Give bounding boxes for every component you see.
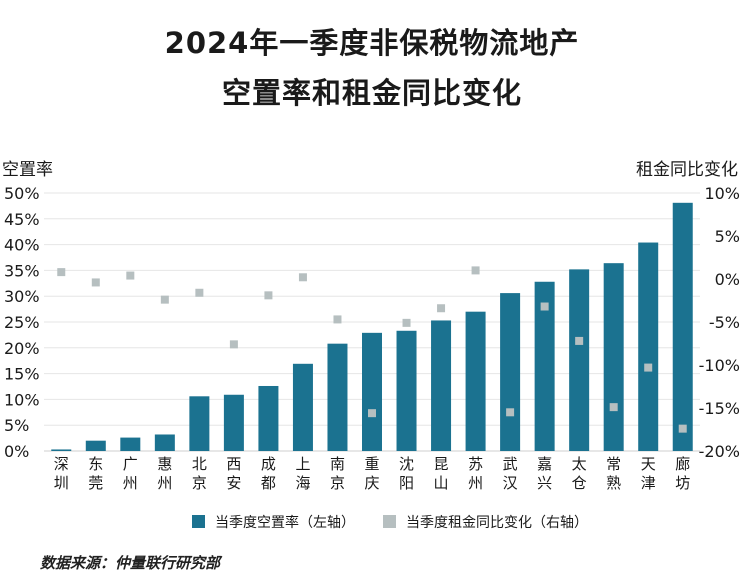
right-axis-title: 租金同比变化 bbox=[636, 160, 738, 180]
bar bbox=[500, 293, 521, 451]
category-label: 天津 bbox=[641, 455, 656, 492]
category-label: 东莞 bbox=[88, 455, 103, 492]
left-tick-label: 15% bbox=[4, 365, 40, 384]
left-tick-label: 5% bbox=[4, 416, 29, 435]
marker-point bbox=[368, 409, 376, 418]
category-label: 南京 bbox=[330, 455, 345, 492]
category-label: 太仓 bbox=[572, 455, 587, 492]
left-axis-title: 空置率 bbox=[2, 160, 53, 180]
bar bbox=[189, 396, 210, 451]
bar bbox=[154, 434, 175, 451]
marker-point bbox=[298, 273, 307, 282]
bar bbox=[569, 269, 590, 451]
right-tick-label: -5% bbox=[709, 313, 740, 332]
category-label: 重庆 bbox=[364, 455, 379, 492]
marker-point bbox=[126, 271, 135, 280]
bar bbox=[362, 332, 382, 451]
category-label: 常熟 bbox=[606, 455, 621, 492]
marker-point bbox=[402, 318, 411, 327]
bar bbox=[396, 330, 417, 451]
category-label: 嘉兴 bbox=[537, 455, 552, 492]
category-label: 昆山 bbox=[434, 455, 449, 492]
bar bbox=[431, 320, 452, 451]
bar bbox=[85, 440, 106, 451]
bar bbox=[258, 385, 279, 451]
marker-point bbox=[160, 295, 169, 304]
category-label: 惠州 bbox=[157, 455, 172, 492]
left-tick-label: 35% bbox=[4, 261, 40, 280]
marker-series bbox=[57, 266, 687, 433]
left-tick-label: 10% bbox=[4, 390, 40, 409]
category-label: 上海 bbox=[295, 455, 310, 492]
legend-bar-label: 当季度空置率（左轴） bbox=[215, 514, 355, 531]
marker-point bbox=[506, 408, 515, 417]
right-tick-label: -20% bbox=[699, 442, 740, 461]
marker-point bbox=[437, 304, 446, 313]
bar bbox=[223, 394, 244, 451]
chart-title-line1: 2024年一季度非保税物流地产 bbox=[164, 26, 580, 60]
category-label: 沈阳 bbox=[399, 455, 414, 492]
right-axis-ticks: -20% -15% -10% -5% 0% 5% 10% bbox=[699, 184, 740, 461]
marker-point bbox=[195, 288, 204, 297]
left-tick-label: 20% bbox=[4, 339, 40, 358]
category-label: 西安 bbox=[226, 455, 241, 492]
category-label: 深圳 bbox=[54, 455, 69, 492]
bar bbox=[638, 242, 659, 451]
legend-marker-swatch bbox=[383, 515, 396, 528]
bar bbox=[465, 311, 486, 451]
left-tick-label: 30% bbox=[4, 287, 40, 306]
marker-point bbox=[540, 302, 549, 311]
marker-point bbox=[333, 315, 342, 324]
bar bbox=[51, 449, 72, 451]
bar-series bbox=[51, 202, 693, 451]
category-label: 武汉 bbox=[503, 455, 518, 492]
category-label: 廊坊 bbox=[675, 455, 690, 492]
legend-bar-swatch bbox=[192, 515, 205, 528]
marker-point bbox=[471, 266, 480, 275]
marker-point bbox=[91, 278, 100, 287]
marker-point bbox=[678, 424, 687, 433]
right-tick-label: -15% bbox=[699, 399, 740, 418]
left-tick-label: 45% bbox=[4, 210, 40, 229]
left-tick-label: 40% bbox=[4, 236, 40, 255]
legend-marker-label: 当季度租金同比变化（右轴） bbox=[406, 515, 588, 531]
category-label: 北京 bbox=[192, 455, 207, 492]
marker-point bbox=[229, 340, 238, 349]
legend: 当季度空置率（左轴） 当季度租金同比变化（右轴） bbox=[192, 514, 588, 531]
marker-point bbox=[575, 336, 584, 345]
marker-point bbox=[644, 363, 653, 372]
category-label: 广州 bbox=[123, 455, 138, 492]
left-axis-ticks: 0% 5% 10% 15% 20% 25% 30% 35% 40% 45% 50% bbox=[4, 184, 40, 461]
right-tick-label: -10% bbox=[699, 356, 740, 375]
category-label: 成都 bbox=[261, 455, 276, 492]
left-tick-label: 25% bbox=[4, 313, 40, 332]
right-tick-label: 10% bbox=[704, 184, 740, 203]
bar bbox=[120, 437, 141, 451]
bar bbox=[292, 363, 313, 451]
left-tick-label: 0% bbox=[4, 442, 29, 461]
bar bbox=[534, 281, 555, 451]
bar bbox=[327, 343, 348, 451]
chart-title-line2: 空置率和租金同比变化 bbox=[221, 76, 522, 110]
right-tick-label: 5% bbox=[715, 227, 740, 246]
right-tick-label: 0% bbox=[715, 270, 740, 289]
marker-point bbox=[264, 291, 273, 300]
category-label: 苏州 bbox=[468, 455, 483, 492]
bar bbox=[603, 263, 624, 451]
left-tick-label: 50% bbox=[4, 184, 40, 203]
marker-point bbox=[57, 268, 66, 277]
marker-point bbox=[609, 403, 618, 412]
source-note: 数据来源：仲量联行研究部 bbox=[40, 554, 221, 572]
bar bbox=[672, 202, 693, 451]
